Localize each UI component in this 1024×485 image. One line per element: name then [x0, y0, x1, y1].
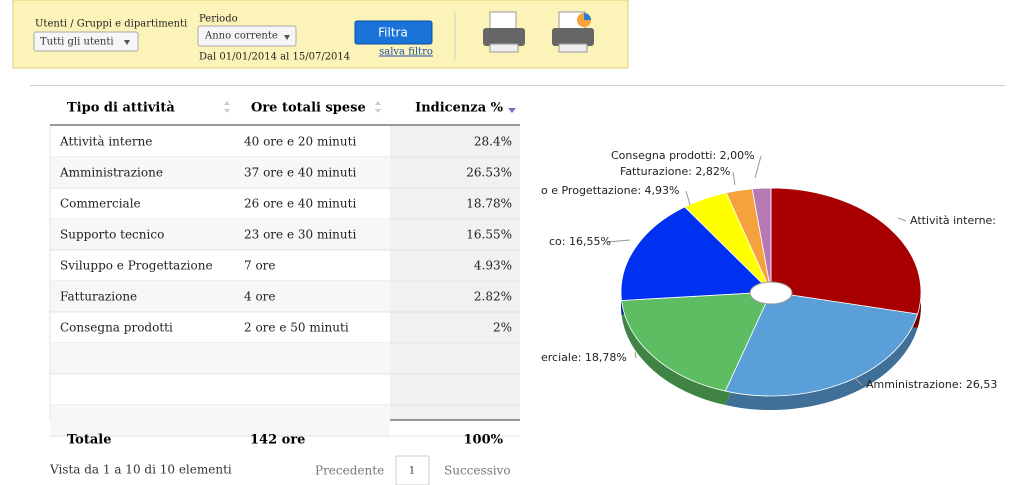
- table-cell: 18.78%: [466, 197, 512, 211]
- pie-label: Attività interne:: [910, 214, 996, 227]
- pie-label: Amministrazione: 26,53: [866, 378, 997, 391]
- table-cell: Attività interne: [59, 135, 152, 149]
- row-bg: [50, 219, 390, 250]
- column-header: Indicenza %: [415, 101, 504, 116]
- users-select-text: Tutti gli utenti: [40, 37, 114, 48]
- pie-label: Fatturazione: 2,82%: [620, 165, 730, 178]
- table-cell: 23 ore e 30 minuti: [244, 228, 356, 242]
- table-cell: 28.4%: [474, 135, 512, 149]
- table-cell: Commerciale: [60, 197, 141, 211]
- page-button[interactable]: [395, 455, 430, 485]
- table-cell: Amministrazione: [59, 166, 163, 180]
- table-cell: 26.53%: [466, 166, 512, 180]
- pie-label: o e Progettazione: 4,93%: [541, 184, 680, 197]
- row-bg: [50, 405, 390, 436]
- column-header: Tipo di attività: [67, 101, 175, 116]
- table-cell: 4.93%: [474, 259, 512, 273]
- leader-line: [897, 217, 907, 222]
- table-cell: 2%: [493, 321, 512, 335]
- next-button[interactable]: Successivo: [444, 464, 511, 478]
- period-label: Periodo: [199, 14, 238, 25]
- users-select[interactable]: [33, 31, 139, 52]
- table-cell: 7 ore: [244, 259, 276, 273]
- save-filter-link[interactable]: salva filtro: [379, 47, 433, 58]
- pie-slice: [621, 291, 772, 392]
- pie-slice: [724, 291, 919, 397]
- pie-label: erciale: 18,78%: [541, 351, 627, 364]
- table-cell: 2 ore e 50 minuti: [244, 321, 349, 335]
- pie-hole: [749, 281, 793, 305]
- date-range: Dal 01/01/2014 al 15/07/2014: [199, 52, 350, 63]
- table-cell: Fatturazione: [60, 290, 137, 304]
- sorted-column: [390, 126, 520, 420]
- table-cell: 26 ore e 40 minuti: [244, 197, 356, 211]
- table-cell: 2.82%: [474, 290, 512, 304]
- pie-slice: [770, 187, 922, 315]
- pie-label: Consegna prodotti: 2,00%: [611, 149, 755, 162]
- row-bg: [50, 157, 390, 188]
- table-cell: 16.55%: [466, 228, 512, 242]
- leader-line: [606, 239, 631, 243]
- table-cell: Consegna prodotti: [60, 321, 173, 335]
- leader-line: [732, 171, 736, 186]
- print-icon[interactable]: [483, 11, 525, 53]
- period-select[interactable]: [197, 25, 297, 47]
- sort-active: [508, 108, 516, 113]
- prev-button[interactable]: Precedente: [315, 464, 384, 478]
- leader-line: [854, 377, 863, 386]
- table-cell: 37 ore e 40 minuti: [244, 166, 356, 180]
- pie-slice: [620, 206, 772, 301]
- dropdown-arrow: [124, 40, 130, 45]
- total-cell: 100%: [464, 433, 504, 448]
- table-cell: Sviluppo e Progettazione: [60, 259, 213, 273]
- period-select-text: Anno corrente: [204, 31, 278, 42]
- total-cell: Totale: [67, 433, 112, 448]
- filter-button[interactable]: [354, 20, 433, 45]
- page-number: 1: [409, 466, 415, 477]
- column-header: Ore totali spese: [251, 101, 366, 116]
- leader-line: [634, 351, 637, 359]
- filter-button-text: Filtra: [378, 26, 408, 40]
- table-cell: 40 ore e 20 minuti: [244, 135, 356, 149]
- dropdown-arrow: [284, 35, 290, 40]
- print-chart-icon[interactable]: [552, 11, 594, 53]
- pagination-info: Vista da 1 a 10 di 10 elementi: [49, 463, 232, 477]
- users-label: Utenti / Gruppi e dipartimenti: [35, 19, 187, 30]
- table-cell: 4 ore: [244, 290, 276, 304]
- leader-line: [754, 155, 762, 179]
- leader-line: [685, 190, 691, 206]
- row-bg: [50, 281, 390, 312]
- pie-slice: [751, 187, 772, 293]
- row-bg: [50, 343, 390, 374]
- pie-label: co: 16,55%: [549, 235, 611, 248]
- table-cell: Supporto tecnico: [60, 228, 164, 242]
- total-cell: 142 ore: [250, 433, 305, 448]
